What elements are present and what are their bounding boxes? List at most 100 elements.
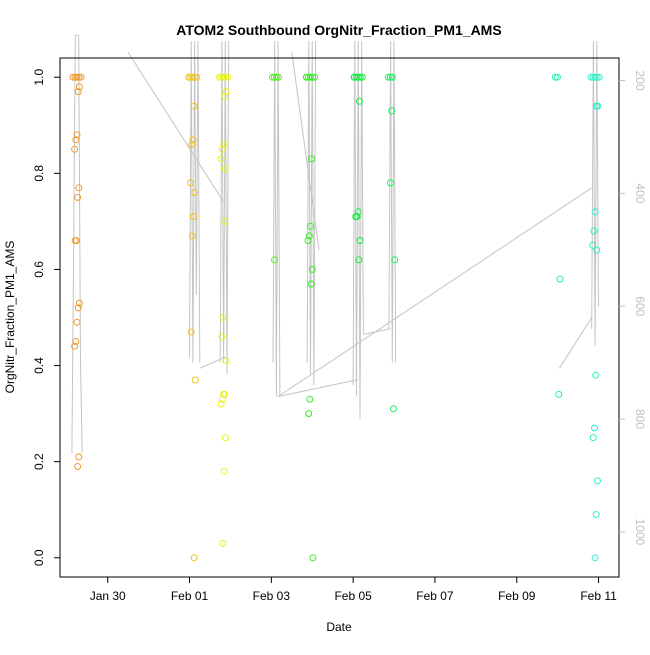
data-point [217, 155, 225, 163]
data-point [220, 73, 228, 81]
profile-line [352, 41, 364, 420]
data-point [386, 73, 394, 81]
data-point [307, 73, 314, 81]
data-point [309, 554, 317, 562]
profile-line [558, 317, 593, 369]
y2-tick-label: 200 [633, 71, 647, 91]
data-point [220, 141, 228, 148]
data-point [592, 511, 600, 518]
data-point [274, 73, 282, 81]
profile-line [199, 356, 226, 369]
data-point [190, 213, 197, 221]
y-axis-label: OrgNitr_Fraction_PM1_AMS [3, 241, 17, 394]
data-point [304, 237, 312, 245]
data-point [311, 73, 318, 81]
data-point [270, 73, 278, 81]
data-point [222, 73, 230, 81]
y-tick-label: 1.0 [32, 69, 46, 86]
profile-line [277, 187, 592, 397]
data-point [218, 145, 226, 153]
y-tick-label: 0.4 [32, 357, 46, 374]
data-point [74, 88, 82, 96]
data-point [218, 395, 226, 403]
data-point [390, 405, 397, 413]
data-point [74, 304, 82, 312]
data-point [73, 131, 81, 139]
data-point [75, 83, 83, 91]
data-point [307, 280, 315, 288]
data-point [71, 145, 79, 153]
x-tick-label: Feb 03 [253, 589, 291, 603]
data-point [220, 467, 228, 475]
profile-line [71, 34, 83, 453]
data-point [71, 342, 79, 350]
data-point [305, 232, 313, 240]
data-point [305, 410, 313, 418]
x-tick-label: Jan 30 [90, 589, 126, 603]
x-axis-label: Date [326, 620, 352, 634]
data-point [356, 237, 364, 245]
x-tick-label: Feb 07 [416, 589, 454, 603]
data-point [591, 424, 598, 432]
plot-frame [59, 57, 620, 578]
y-tick-label: 0.6 [32, 261, 46, 278]
data-point [74, 463, 82, 470]
data-point [72, 338, 80, 345]
profile-line [127, 52, 225, 203]
data-point [222, 357, 230, 365]
y2-tick-label: 1000 [633, 519, 647, 546]
data-point [303, 73, 310, 81]
y-tick-label: 0.8 [32, 165, 46, 182]
data-point [188, 232, 196, 240]
data-point [73, 318, 81, 326]
data-point [592, 371, 600, 379]
data-point [594, 477, 601, 485]
data-point [384, 73, 392, 81]
data-point [220, 390, 228, 398]
y2-tick-label: 800 [633, 409, 647, 429]
data-point [71, 237, 79, 245]
data-point [593, 246, 601, 254]
data-point [189, 136, 197, 144]
data-point [75, 453, 83, 461]
profile-line [363, 328, 391, 335]
data-point [73, 73, 81, 81]
data-point [308, 265, 316, 273]
data-point [224, 73, 232, 81]
y-tick-label: 0.0 [32, 549, 46, 566]
x-tick-label: Feb 01 [171, 589, 209, 603]
data-point [592, 102, 600, 110]
data-point [271, 256, 279, 264]
data-point [388, 73, 396, 81]
data-point [307, 222, 314, 230]
data-point [222, 88, 230, 96]
y2-tick-label: 600 [633, 296, 647, 316]
data-point [354, 73, 362, 81]
data-point [219, 314, 227, 321]
data-point [189, 73, 197, 81]
data-point [193, 73, 201, 81]
data-point [350, 73, 358, 81]
data-point [551, 73, 559, 81]
data-point [187, 328, 195, 336]
data-point [221, 434, 229, 442]
data-point [221, 165, 229, 172]
data-point [218, 333, 226, 341]
x-tick-label: Feb 11 [580, 589, 617, 603]
data-point [391, 256, 399, 264]
data-point [352, 213, 360, 221]
data-point [590, 227, 598, 235]
x-tick-label: Feb 09 [498, 589, 536, 603]
data-point [589, 241, 597, 249]
data-point [191, 376, 199, 384]
data-point [355, 256, 363, 264]
data-point [308, 155, 316, 163]
chart-title: ATOM2 Southbound OrgNitr_Fraction_PM1_AM… [176, 22, 501, 38]
data-point [74, 193, 82, 201]
data-point [355, 97, 363, 105]
profile-line [219, 41, 230, 374]
data-points [69, 73, 603, 562]
profile-line [277, 379, 359, 397]
